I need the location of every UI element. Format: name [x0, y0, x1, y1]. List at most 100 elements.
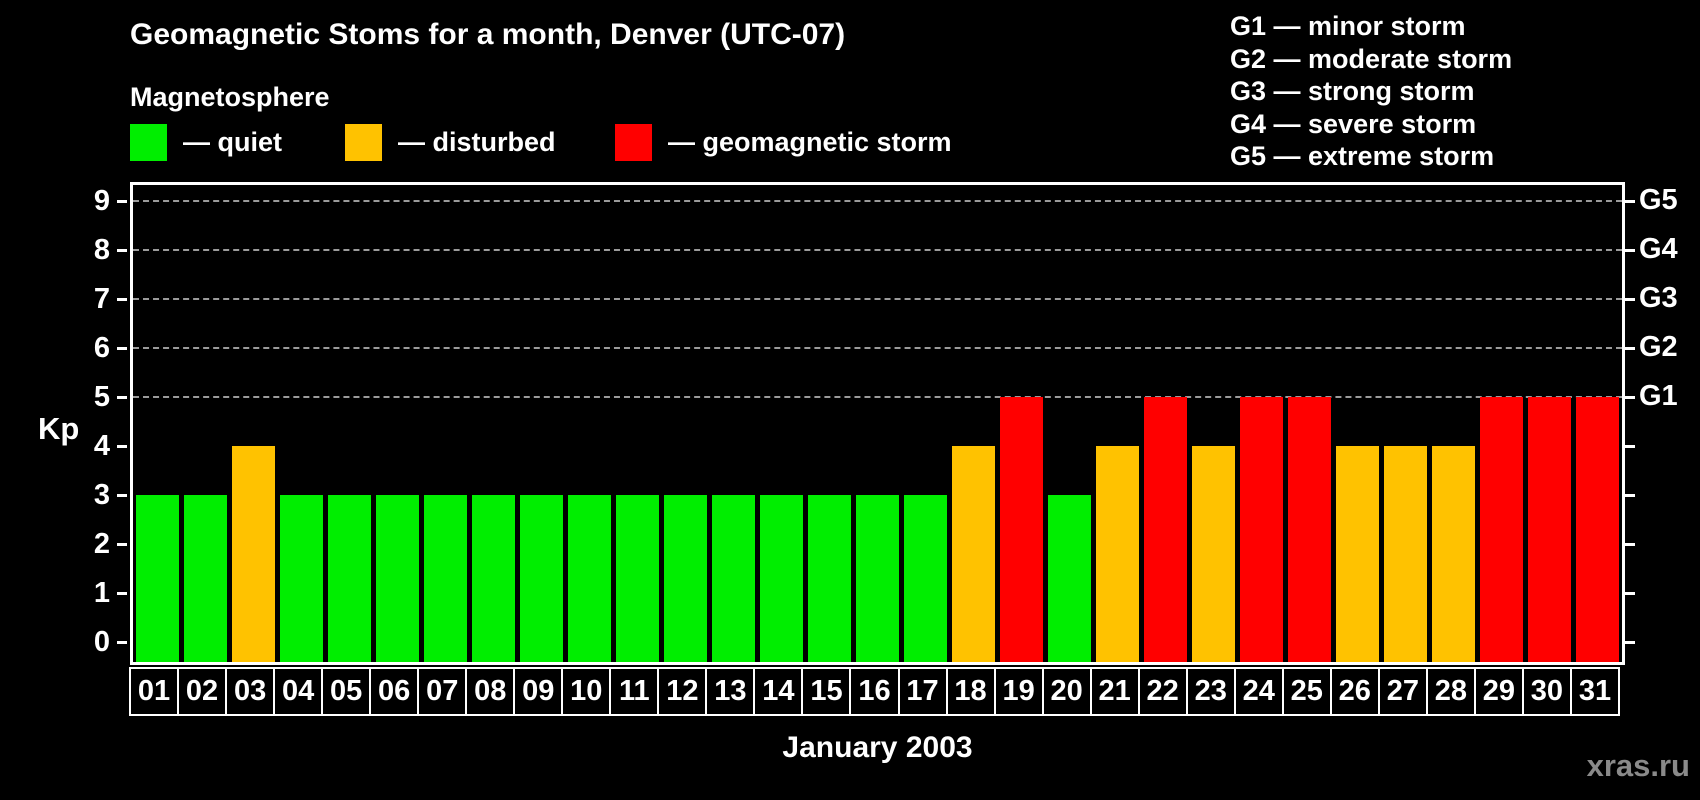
right-axis-tick: [1625, 591, 1635, 595]
bar-day-13: [711, 495, 755, 662]
y-axis-tick: [117, 346, 127, 350]
bar-day-27: [1384, 446, 1428, 662]
bar-day-23: [1192, 446, 1236, 662]
g-scale-legend-line: G4 — severe storm: [1230, 108, 1477, 139]
day-label-cell: 14: [753, 667, 804, 716]
storm-color-swatch: [615, 124, 652, 161]
gridline-kp8: [133, 249, 1622, 251]
y-axis-tick-label: 1: [93, 576, 110, 609]
y-axis-tick: [117, 297, 127, 301]
day-label-cell: 11: [609, 667, 660, 716]
day-label-cell: 31: [1569, 667, 1620, 716]
g-scale-legend-line: G5 — extreme storm: [1230, 141, 1495, 171]
day-label-cell: 25: [1281, 667, 1332, 716]
gridline-kp6: [133, 347, 1622, 349]
bar-day-01: [135, 495, 179, 662]
g-scale-legend-line: G1 — minor storm: [1230, 11, 1466, 41]
y-axis-tick: [117, 248, 127, 252]
x-axis-label: January 2003: [782, 731, 973, 764]
bar-day-09: [519, 495, 563, 662]
y-axis-tick: [117, 493, 127, 497]
day-label-cell: 09: [513, 667, 564, 716]
legend-item-quiet: — quiet: [130, 124, 282, 161]
bar-day-03: [231, 446, 275, 662]
gridline-kp7: [133, 298, 1622, 300]
gridline-kp9: [133, 200, 1622, 202]
right-axis-tick: [1625, 297, 1635, 301]
day-label-cell: 12: [657, 667, 708, 716]
right-axis-tick: [1625, 493, 1635, 497]
bar-day-10: [567, 495, 611, 662]
y-axis-tick-label: 8: [93, 233, 110, 266]
y-axis-tick-label: 6: [93, 331, 110, 364]
bar-day-26: [1336, 446, 1380, 662]
right-axis-tick: [1625, 248, 1635, 252]
day-label-cell: 06: [369, 667, 420, 716]
day-label-cell: 18: [945, 667, 996, 716]
bar-day-08: [471, 495, 515, 662]
right-axis-tick: [1625, 395, 1635, 399]
legend-item-disturbed: — disturbed: [345, 124, 556, 161]
g-scale-legend-line: G2 — moderate storm: [1230, 43, 1513, 74]
bar-day-06: [375, 495, 419, 662]
right-axis-tick: [1625, 640, 1635, 644]
bar-day-11: [615, 495, 659, 662]
disturbed-color-swatch: [345, 124, 382, 161]
legend-heading: Magnetosphere: [130, 82, 330, 112]
legend-item-label: — quiet: [183, 127, 282, 157]
day-label-cell: 10: [561, 667, 612, 716]
day-label-cell: 05: [321, 667, 372, 716]
day-label-cell: 23: [1185, 667, 1236, 716]
y-axis-label: Kp: [38, 411, 80, 446]
y-axis-tick: [117, 395, 127, 399]
bar-day-28: [1432, 446, 1476, 662]
chart-title: Geomagnetic Stoms for a month, Denver (U…: [130, 18, 846, 51]
day-label-cell: 17: [897, 667, 948, 716]
bar-day-17: [904, 495, 948, 662]
quiet-color-swatch: [130, 124, 167, 161]
g-scale-tick-label: G1: [1639, 379, 1678, 412]
bar-day-25: [1288, 397, 1332, 662]
bar-day-14: [759, 495, 803, 662]
bar-day-24: [1240, 397, 1284, 662]
watermark: xras.ru: [1586, 748, 1690, 783]
day-label-cell: 20: [1041, 667, 1092, 716]
right-axis-tick: [1625, 542, 1635, 546]
bar-day-21: [1096, 446, 1140, 662]
day-label-cell: 04: [273, 667, 324, 716]
y-axis-tick: [117, 444, 127, 448]
y-axis-tick-label: 3: [93, 478, 110, 511]
day-label-cell: 24: [1233, 667, 1284, 716]
bar-day-04: [279, 495, 323, 662]
legend-item-label: — geomagnetic storm: [668, 127, 952, 157]
day-label-cell: 30: [1521, 667, 1572, 716]
bar-day-05: [327, 495, 371, 662]
day-label-cell: 08: [465, 667, 516, 716]
x-axis-day-row: 01 02 03 04 05 06 07 08 09 10 11 12 13 14 15 16 17 18 19 20…: [129, 667, 1620, 716]
bar-day-15: [807, 495, 851, 662]
bar-day-16: [855, 495, 899, 662]
right-axis-tick: [1625, 199, 1635, 203]
g-scale-legend: G1 — minor storm G2 — moderate storm G3 …: [1230, 10, 1512, 173]
right-axis-tick: [1625, 346, 1635, 350]
day-label-cell: 15: [801, 667, 852, 716]
bar-day-20: [1048, 495, 1092, 662]
g-scale-tick-label: G3: [1639, 281, 1678, 314]
bar-day-02: [183, 495, 227, 662]
day-label-cell: 26: [1329, 667, 1380, 716]
legend-item-label: — disturbed: [398, 127, 556, 157]
bar-day-22: [1144, 397, 1188, 662]
g-scale-tick-label: G4: [1639, 232, 1678, 265]
y-axis-tick-label: 0: [93, 625, 110, 658]
plot-area: [130, 182, 1625, 665]
gridline-kp5: [133, 396, 1622, 398]
bar-day-18: [952, 446, 996, 662]
day-label-cell: 28: [1425, 667, 1476, 716]
bar-day-31: [1576, 397, 1620, 662]
y-axis-tick: [117, 542, 127, 546]
day-label-cell: 22: [1137, 667, 1188, 716]
bar-day-29: [1480, 397, 1524, 662]
y-axis-tick: [117, 640, 127, 644]
y-axis-tick: [117, 199, 127, 203]
